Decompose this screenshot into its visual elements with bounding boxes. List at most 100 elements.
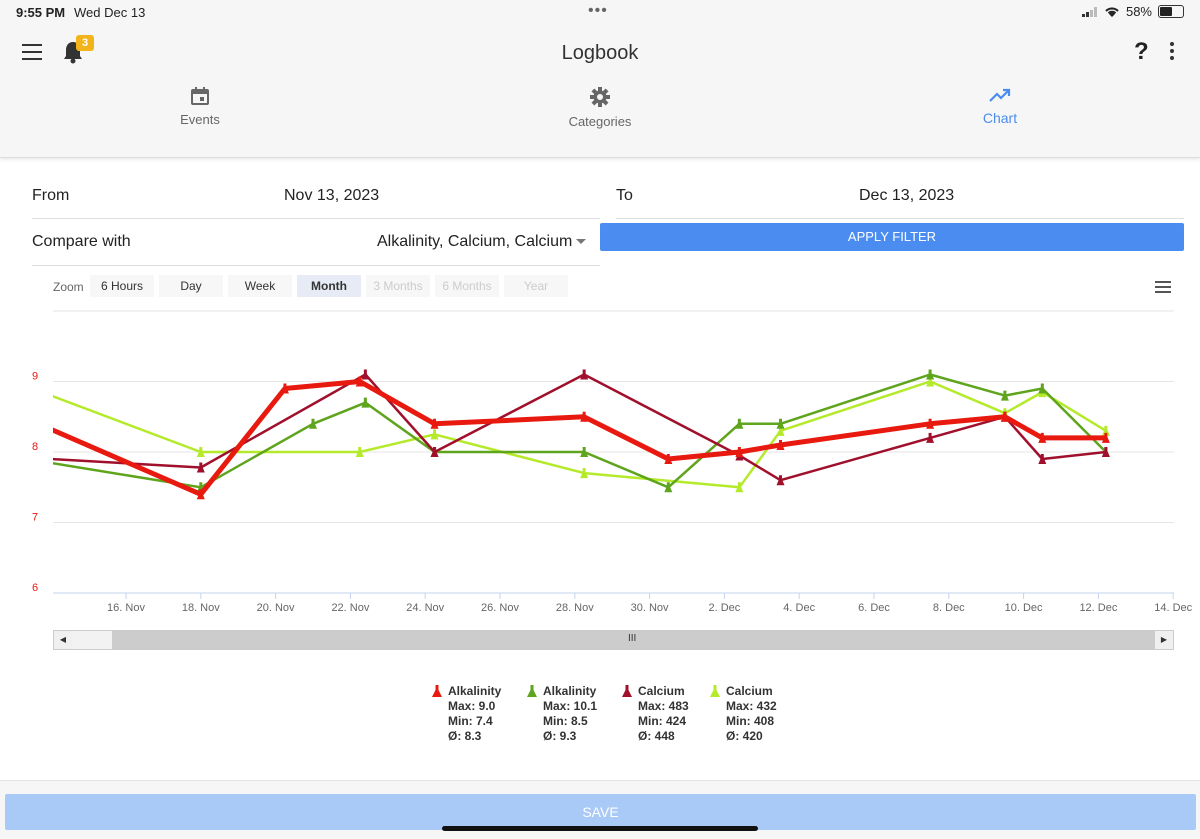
wifi-icon	[1105, 7, 1119, 17]
chart-scrollbar[interactable]: ◀ III ▶	[53, 630, 1174, 650]
zoom-day-button[interactable]: Day	[159, 275, 223, 297]
to-label: To	[616, 187, 633, 204]
tab-label: Events	[180, 112, 220, 127]
legend-series-name: Calcium	[726, 684, 773, 698]
legend-item[interactable]: Alkalinity Max: 10.1 Min: 8.5 Ø: 9.3	[525, 684, 597, 744]
compare-select[interactable]: Alkalinity, Calcium, Calcium	[377, 233, 573, 250]
save-button[interactable]: SAVE	[5, 794, 1196, 830]
apply-filter-button[interactable]: APPLY FILTER	[600, 223, 1184, 251]
x-tick-label: 4. Dec	[783, 602, 815, 614]
scrollbar-thumb[interactable]	[112, 631, 1158, 649]
notification-badge: 3	[76, 35, 94, 51]
data-point-flask-icon	[1101, 432, 1110, 443]
legend-max: Max: 10.1	[543, 699, 598, 713]
data-point-flask-icon	[430, 429, 439, 440]
data-point-flask-icon	[776, 425, 785, 436]
divider	[616, 218, 1184, 219]
data-point-flask-icon	[1038, 432, 1047, 443]
flask-icon	[622, 685, 632, 697]
data-point-flask-icon	[926, 432, 935, 443]
x-tick-label: 28. Nov	[556, 602, 594, 614]
data-point-flask-icon	[196, 447, 205, 457]
legend-series-name: Calcium	[638, 684, 685, 698]
divider	[32, 265, 600, 266]
data-point-flask-icon	[280, 383, 289, 394]
app-bar: 3 Logbook ? Events Categories Chart	[0, 24, 1200, 158]
zoom-month-button[interactable]: Month	[297, 275, 361, 297]
chart-menu-icon[interactable]	[1155, 281, 1171, 296]
data-point-flask-icon	[926, 376, 935, 387]
zoom-6-hours-button[interactable]: 6 Hours	[90, 275, 154, 297]
status-time: 9:55 PM	[16, 5, 66, 20]
data-point-flask-icon	[1000, 390, 1009, 401]
data-point-flask-icon	[430, 418, 439, 429]
y-tick-label: 8	[32, 441, 38, 453]
legend-avg: Ø: 8.3	[448, 729, 482, 743]
data-point-flask-icon	[664, 482, 673, 493]
data-point-flask-icon	[1000, 411, 1009, 422]
legend-max: Max: 9.0	[448, 699, 496, 713]
x-tick-label: 30. Nov	[631, 602, 669, 614]
scroll-left-icon[interactable]: ◀	[54, 631, 72, 649]
flask-icon	[432, 685, 442, 697]
legend-min: Min: 7.4	[448, 714, 493, 728]
zoom-6-months-button: 6 Months	[435, 275, 499, 297]
data-point-flask-icon	[355, 447, 364, 457]
multitask-dots-icon[interactable]: •••	[588, 2, 608, 19]
legend-min: Min: 424	[638, 714, 687, 728]
flask-icon	[710, 685, 720, 697]
x-tick-label: 20. Nov	[257, 602, 295, 614]
status-bar: 9:55 PM Wed Dec 13 ••• 58%	[0, 0, 1200, 24]
help-icon[interactable]: ?	[1134, 38, 1149, 65]
data-point-flask-icon	[580, 369, 589, 380]
legend-item[interactable]: Alkalinity Max: 9.0 Min: 7.4 Ø: 8.3	[430, 684, 501, 744]
legend-item[interactable]: Calcium Max: 483 Min: 424 Ø: 448	[620, 684, 689, 744]
to-date-field[interactable]: Dec 13, 2023	[859, 187, 955, 204]
data-point-flask-icon	[1038, 454, 1047, 465]
legend-avg: Ø: 448	[638, 729, 675, 743]
legend-series-name: Alkalinity	[448, 684, 502, 698]
tab-events[interactable]: Events	[130, 86, 270, 127]
data-point-flask-icon	[926, 369, 935, 380]
flask-icon	[527, 685, 537, 697]
data-point-flask-icon	[196, 462, 205, 473]
calendar-icon	[191, 87, 209, 105]
legend-max: Max: 432	[726, 699, 777, 713]
tab-chart[interactable]: Chart	[930, 86, 1070, 126]
data-point-flask-icon	[1038, 383, 1047, 394]
series-line	[53, 373, 1107, 489]
legend-item[interactable]: Calcium Max: 432 Min: 408 Ø: 420	[708, 684, 777, 744]
chevron-down-icon[interactable]	[576, 239, 586, 244]
legend-series-name: Alkalinity	[543, 684, 597, 698]
zoom-year-button: Year	[504, 275, 568, 297]
x-tick-label: 24. Nov	[406, 602, 444, 614]
bottom-bar: SAVE	[0, 780, 1200, 839]
series-line	[53, 379, 1106, 497]
scroll-right-icon[interactable]: ▶	[1155, 631, 1173, 649]
tab-label: Chart	[982, 110, 1018, 126]
more-vert-icon[interactable]	[1170, 42, 1176, 63]
data-point-flask-icon	[430, 447, 439, 457]
menu-icon[interactable]	[22, 44, 42, 60]
x-tick-label: 12. Dec	[1079, 602, 1117, 614]
data-point-flask-icon	[355, 376, 364, 387]
line-chart: 6 7 8 9 16. Nov 18. Nov 20. Nov 22. Nov 24. Nov 2…	[32, 310, 1193, 614]
grip-icon: III	[628, 633, 637, 644]
x-tick-label: 22. Nov	[331, 602, 369, 614]
data-point-flask-icon	[926, 418, 935, 429]
status-right: 58%	[1081, 4, 1184, 19]
tab-categories[interactable]: Categories	[530, 86, 670, 129]
battery-percent: 58%	[1125, 4, 1152, 19]
tab-label: Categories	[568, 114, 632, 129]
zoom-week-button[interactable]: Week	[228, 275, 292, 297]
battery-icon	[1158, 5, 1184, 18]
status-date: Wed Dec 13	[74, 5, 146, 20]
legend-min: Min: 8.5	[543, 714, 588, 728]
divider	[32, 218, 600, 219]
y-tick-label: 9	[32, 371, 38, 383]
zoom-label: Zoom	[53, 280, 84, 294]
data-point-flask-icon	[1101, 447, 1110, 457]
from-date-field[interactable]: Nov 13, 2023	[284, 187, 380, 204]
data-point-flask-icon	[664, 454, 673, 465]
data-point-flask-icon	[580, 468, 589, 479]
